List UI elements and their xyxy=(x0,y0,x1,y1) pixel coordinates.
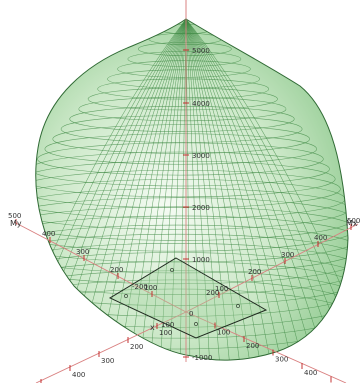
mesh-meridian xyxy=(79,19,187,352)
right-upper-axis-tick-label: 200 xyxy=(248,268,261,276)
mesh-meridian xyxy=(185,19,291,355)
mesh-parallel xyxy=(117,60,251,78)
base-label-letter: x xyxy=(150,323,155,332)
mesh-parallel xyxy=(44,133,317,165)
mesh-parallel xyxy=(127,51,242,67)
right-upper-axis-tick-label: 400 xyxy=(314,234,327,242)
axis-end-label-left: My xyxy=(10,219,22,228)
base-label-origin: 0 xyxy=(189,310,193,318)
vertical-axis-tick-label: -1000 xyxy=(192,354,212,362)
base-corner-marker xyxy=(170,268,174,272)
front-left-axis-tick-label: 400 xyxy=(72,371,85,379)
mesh-parallel xyxy=(35,270,349,328)
mesh-parallel xyxy=(35,151,330,187)
mesh-parallel xyxy=(97,78,270,100)
left-upper-axis-ticks: 500 400 300 200 100 xyxy=(8,212,157,297)
mesh-meridian xyxy=(185,19,341,338)
vertical-axis-ticks: 5000 4000 3000 2000 1000 -1000 xyxy=(183,47,212,362)
mesh-meridian xyxy=(109,19,187,360)
front-right-axis-line xyxy=(185,311,347,383)
mesh-meridian xyxy=(185,19,261,361)
mesh-parallel xyxy=(35,224,349,274)
mesh-parallel xyxy=(69,106,295,132)
front-left-axis-line xyxy=(35,311,187,383)
base-label-front: 100 xyxy=(161,321,174,329)
front-right-axis-tick-label: 100 xyxy=(217,329,230,337)
mesh-parallel xyxy=(87,87,278,111)
axes-front xyxy=(13,19,359,383)
mesh-meridian xyxy=(185,19,251,361)
base-square: 0 -200 200 100 x xyxy=(108,257,268,339)
base-corner-marker xyxy=(236,304,240,308)
mesh-parallel xyxy=(35,261,349,317)
mesh-parallel xyxy=(35,233,349,285)
mesh-meridian xyxy=(185,19,191,361)
mesh-parallel xyxy=(35,206,349,252)
vertical-axis-tick-label: 2000 xyxy=(192,204,210,212)
mesh-parallel xyxy=(35,279,349,339)
mesh-meridian xyxy=(185,19,211,361)
mesh-meridian xyxy=(129,19,187,361)
right-upper-axis-line xyxy=(185,223,359,313)
mesh-parallel xyxy=(35,197,349,241)
mesh-meridian xyxy=(185,19,201,361)
base-label-right: 200 xyxy=(206,289,219,297)
mesh-parallel xyxy=(35,160,336,198)
front-right-axis-tick-label: 300 xyxy=(275,356,288,364)
front-left-axis-tick-label: 300 xyxy=(101,357,114,365)
mesh-meridian xyxy=(185,19,301,352)
left-upper-axis-tick-label: 500 xyxy=(8,212,21,220)
axis-end-label-right: Mx xyxy=(346,219,358,228)
vertical-axis-tick-label: 3000 xyxy=(192,152,210,160)
mesh-meridian xyxy=(185,19,349,334)
vertical-axis-tick-label: 5000 xyxy=(192,47,210,55)
mesh-parallel xyxy=(35,215,349,263)
right-upper-axis-tick-label: 300 xyxy=(281,251,294,259)
vertical-axis-tick-label: 4000 xyxy=(192,100,210,108)
mesh-meridian xyxy=(99,19,187,358)
mesh-parallel xyxy=(35,243,349,295)
front-left-axis-tick-label: 200 xyxy=(130,343,143,351)
mesh-meridian xyxy=(185,19,221,361)
mesh-parallel xyxy=(35,169,341,209)
mesh-parallel xyxy=(78,96,287,122)
front-left-axis-ticks: 100200300400500 xyxy=(40,323,172,383)
mesh-meridian xyxy=(169,19,187,361)
mesh-parallel xyxy=(37,142,324,176)
left-upper-axis-tick-label: 400 xyxy=(42,230,55,238)
mesh-meridian xyxy=(149,19,187,361)
mesh-meridian xyxy=(119,19,187,361)
base-corner-marker xyxy=(194,322,198,326)
mesh-parallel xyxy=(60,115,303,143)
mesh-meridian xyxy=(185,19,271,360)
left-upper-axis-tick-label: 300 xyxy=(76,248,89,256)
base-corner-marker xyxy=(124,294,128,298)
right-upper-axis-ticks: 500 400 300 200 100 xyxy=(215,217,360,298)
front-right-axis-tick-label: 400 xyxy=(304,369,317,377)
vertical-axis-tick-label: 1000 xyxy=(192,256,210,264)
base-label-left: -200 xyxy=(132,283,148,291)
mesh-parallel xyxy=(35,188,349,230)
mesh-parallel xyxy=(35,288,349,350)
right-upper-axis-tick-label: 100 xyxy=(215,285,228,293)
mesh-meridian xyxy=(159,19,187,361)
left-upper-axis-tick-label: 100 xyxy=(144,284,157,292)
mesh-meridian xyxy=(185,19,311,348)
mesh-parallel xyxy=(52,124,310,154)
mesh-meridian xyxy=(185,19,331,342)
front-right-axis-tick-label: 200 xyxy=(246,342,259,350)
left-upper-axis-tick-label: 200 xyxy=(110,266,123,274)
right-upper-axis-tick-label: 500 xyxy=(347,217,360,225)
mesh-parallel xyxy=(35,252,349,306)
left-upper-axis-line xyxy=(13,221,187,313)
mesh-parallel xyxy=(137,42,232,56)
front-left-axis-tick-label: 100 xyxy=(159,329,172,337)
